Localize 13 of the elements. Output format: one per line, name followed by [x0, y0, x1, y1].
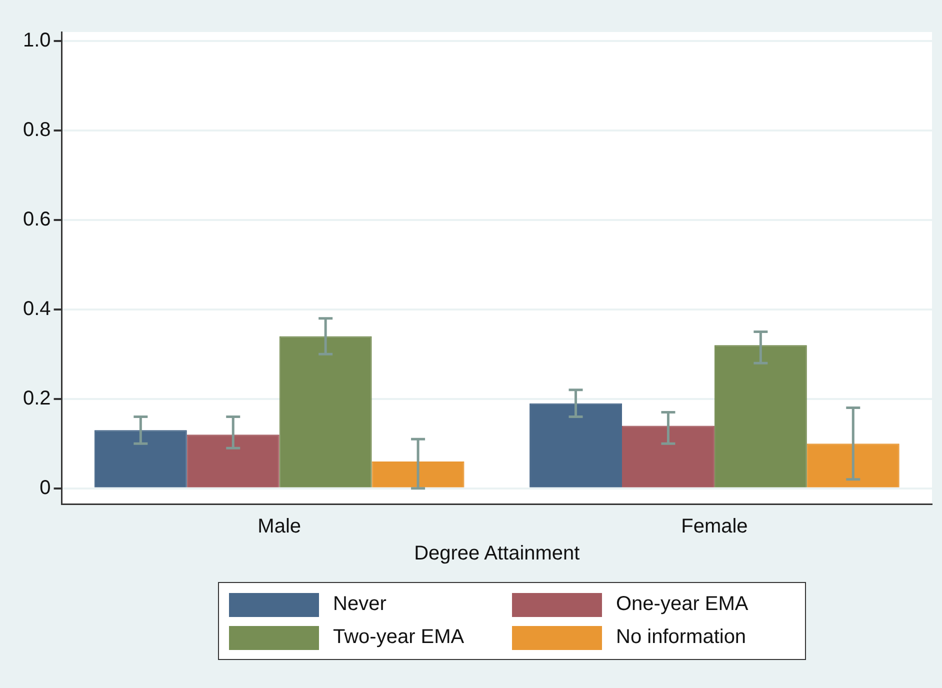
- x-tick-label: Female: [681, 516, 748, 538]
- x-axis-title: Degree Attainment: [414, 542, 580, 565]
- y-tick-label: 0.6: [22, 208, 51, 230]
- y-tick-label: 0.8: [22, 118, 51, 141]
- y-tick-label: 1.0: [22, 29, 51, 52]
- x-tick-label: Male: [258, 516, 302, 538]
- legend-label: No information: [616, 626, 746, 649]
- legend-label: One-year EMA: [616, 593, 748, 616]
- y-tick-label: 0.4: [22, 298, 51, 320]
- legend-label: Never: [333, 593, 386, 616]
- legend-label: Two-year EMA: [333, 626, 464, 649]
- y-tick-label: 0.2: [22, 387, 51, 410]
- y-tick-label: 0: [40, 476, 51, 499]
